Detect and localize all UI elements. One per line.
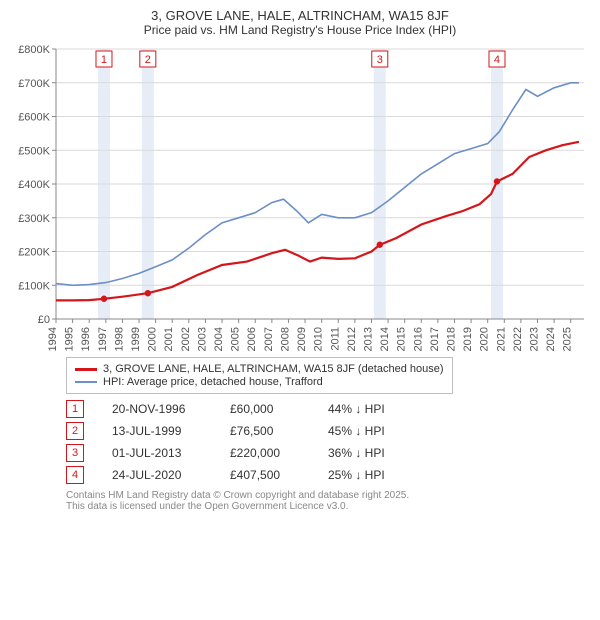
transaction-price: £407,500 xyxy=(230,468,300,482)
svg-text:2003: 2003 xyxy=(196,327,208,351)
chart-area: £0 £100K £200K £300K £400K £500K £600K £700K £80… xyxy=(8,41,592,351)
svg-text:1: 1 xyxy=(101,54,107,66)
svg-text:£500K: £500K xyxy=(18,145,50,157)
svg-text:2023: 2023 xyxy=(529,327,541,351)
svg-text:£200K: £200K xyxy=(18,247,50,259)
svg-text:2016: 2016 xyxy=(412,327,424,351)
svg-text:£400K: £400K xyxy=(18,179,50,191)
legend-row-property: 3, GROVE LANE, HALE, ALTRINCHAM, WA15 8J… xyxy=(75,363,444,375)
svg-text:£600K: £600K xyxy=(18,112,50,124)
svg-text:2021: 2021 xyxy=(495,327,507,351)
transaction-pct: 25% ↓ HPI xyxy=(328,468,385,482)
svg-text:2008: 2008 xyxy=(279,327,291,351)
svg-text:£0: £0 xyxy=(38,314,50,326)
transaction-badge: 3 xyxy=(66,444,84,462)
svg-text:£700K: £700K xyxy=(18,78,50,90)
svg-text:2020: 2020 xyxy=(479,327,491,351)
svg-text:2007: 2007 xyxy=(263,327,275,351)
legend-label-property: 3, GROVE LANE, HALE, ALTRINCHAM, WA15 8J… xyxy=(103,363,444,375)
transaction-price: £220,000 xyxy=(230,446,300,460)
svg-text:2015: 2015 xyxy=(396,327,408,351)
svg-text:1999: 1999 xyxy=(130,327,142,351)
svg-text:2011: 2011 xyxy=(329,327,341,351)
chart-title-address: 3, GROVE LANE, HALE, ALTRINCHAM, WA15 8J… xyxy=(8,8,592,23)
attribution-line2: This data is licensed under the Open Gov… xyxy=(66,501,592,512)
svg-text:2000: 2000 xyxy=(147,327,159,351)
svg-text:1998: 1998 xyxy=(113,327,125,351)
svg-text:1997: 1997 xyxy=(97,327,109,351)
transaction-date: 01-JUL-2013 xyxy=(112,446,202,460)
transaction-date: 20-NOV-1996 xyxy=(112,402,202,416)
svg-text:4: 4 xyxy=(494,54,500,66)
svg-text:2009: 2009 xyxy=(296,327,308,351)
svg-text:2013: 2013 xyxy=(362,327,374,351)
transaction-badge: 4 xyxy=(66,466,84,484)
transaction-price: £76,500 xyxy=(230,424,300,438)
svg-text:1994: 1994 xyxy=(47,327,59,351)
transaction-badge: 2 xyxy=(66,422,84,440)
svg-text:£800K: £800K xyxy=(18,44,50,56)
transaction-date: 13-JUL-1999 xyxy=(112,424,202,438)
svg-text:2005: 2005 xyxy=(230,327,242,351)
transaction-date: 24-JUL-2020 xyxy=(112,468,202,482)
svg-text:2010: 2010 xyxy=(313,327,325,351)
svg-text:2: 2 xyxy=(145,54,151,66)
svg-text:1996: 1996 xyxy=(80,327,92,351)
svg-text:2004: 2004 xyxy=(213,327,225,351)
legend-row-hpi: HPI: Average price, detached house, Traf… xyxy=(75,376,444,388)
svg-text:2006: 2006 xyxy=(246,327,258,351)
transaction-badge: 1 xyxy=(66,400,84,418)
attribution-line1: Contains HM Land Registry data © Crown c… xyxy=(66,490,592,501)
chart-title-sub: Price paid vs. HM Land Registry's House … xyxy=(8,23,592,37)
transaction-row: 2 13-JUL-1999 £76,500 45% ↓ HPI xyxy=(66,422,592,440)
transaction-row: 1 20-NOV-1996 £60,000 44% ↓ HPI xyxy=(66,400,592,418)
transaction-row: 3 01-JUL-2013 £220,000 36% ↓ HPI xyxy=(66,444,592,462)
attribution: Contains HM Land Registry data © Crown c… xyxy=(66,490,592,512)
transaction-row: 4 24-JUL-2020 £407,500 25% ↓ HPI xyxy=(66,466,592,484)
svg-text:2001: 2001 xyxy=(163,327,175,351)
svg-text:3: 3 xyxy=(377,54,383,66)
svg-text:1995: 1995 xyxy=(64,327,76,351)
svg-text:£100K: £100K xyxy=(18,280,50,292)
legend-label-hpi: HPI: Average price, detached house, Traf… xyxy=(103,376,323,388)
transaction-pct: 45% ↓ HPI xyxy=(328,424,385,438)
svg-text:£300K: £300K xyxy=(18,213,50,225)
transaction-pct: 44% ↓ HPI xyxy=(328,402,385,416)
svg-text:2022: 2022 xyxy=(512,327,524,351)
svg-text:2012: 2012 xyxy=(346,327,358,351)
transaction-pct: 36% ↓ HPI xyxy=(328,446,385,460)
svg-text:2019: 2019 xyxy=(462,327,474,351)
chart-title-block: 3, GROVE LANE, HALE, ALTRINCHAM, WA15 8J… xyxy=(8,8,592,37)
svg-text:2024: 2024 xyxy=(545,327,557,351)
transactions-table: 1 20-NOV-1996 £60,000 44% ↓ HPI 2 13-JUL-1999… xyxy=(66,400,592,484)
svg-text:2002: 2002 xyxy=(180,327,192,351)
legend-swatch-hpi xyxy=(75,381,97,383)
transaction-price: £60,000 xyxy=(230,402,300,416)
price-chart-svg: £0 £100K £200K £300K £400K £500K £600K £700K £80… xyxy=(8,41,592,351)
svg-text:2025: 2025 xyxy=(562,327,574,351)
legend-swatch-property xyxy=(75,368,97,371)
legend: 3, GROVE LANE, HALE, ALTRINCHAM, WA15 8J… xyxy=(66,357,453,394)
svg-text:2018: 2018 xyxy=(445,327,457,351)
svg-text:2014: 2014 xyxy=(379,327,391,351)
svg-text:2017: 2017 xyxy=(429,327,441,351)
